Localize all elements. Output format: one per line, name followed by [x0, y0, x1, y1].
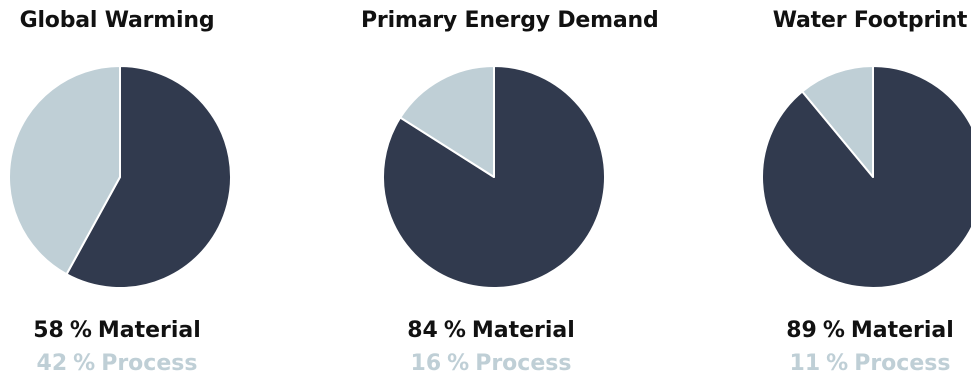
pie-chart-primary-energy-demand: Primary Energy Demand 84% Material 16% Pro… — [361, 0, 659, 381]
pie-slice-process — [399, 65, 495, 178]
legend-process: 16% Process — [361, 351, 621, 376]
pie-graphic — [8, 65, 232, 289]
legend-material-unit: % — [822, 318, 845, 343]
pie-graphic — [382, 65, 606, 289]
pie-slice-process — [801, 65, 874, 178]
legend-material-value: 84 — [407, 318, 438, 343]
legend-process: 42% Process — [0, 351, 247, 376]
legend-material: 84% Material — [361, 318, 621, 343]
pie-chart-global-warming: Global Warming 58% Material 42% Process — [0, 0, 247, 381]
legend-material: 89% Material — [740, 318, 971, 343]
legend-process-value: 16 — [410, 351, 442, 376]
legend-process-unit: % — [73, 351, 96, 376]
pie-graphic — [761, 65, 971, 289]
legend-material-unit: % — [443, 318, 466, 343]
legend-material-value: 58 — [33, 318, 64, 343]
legend-process-unit: % — [447, 351, 470, 376]
legend-material-label: Material — [850, 318, 954, 343]
legend-process-label: Process — [854, 351, 951, 376]
legend-process-value: 11 — [789, 351, 821, 376]
pie-slice-material — [761, 65, 971, 289]
legend-material-label: Material — [471, 318, 575, 343]
legend-process-label: Process — [475, 351, 572, 376]
chart-title: Global Warming — [19, 8, 215, 33]
legend-process-unit: % — [826, 351, 849, 376]
legend-material-label: Material — [97, 318, 201, 343]
pie-chart-water-footprint: Water Footprint 89% Material 11% Process — [740, 0, 971, 381]
pie-slice-process — [8, 65, 121, 276]
legend-process-value: 42 — [36, 351, 68, 376]
legend-process-label: Process — [101, 351, 198, 376]
pie-slice-material — [65, 65, 232, 289]
legend-material: 58% Material — [0, 318, 247, 343]
legend-process: 11% Process — [740, 351, 971, 376]
legend-material-unit: % — [69, 318, 92, 343]
chart-title: Primary Energy Demand — [361, 8, 659, 33]
chart-title: Water Footprint — [772, 8, 968, 33]
legend-material-value: 89 — [786, 318, 817, 343]
